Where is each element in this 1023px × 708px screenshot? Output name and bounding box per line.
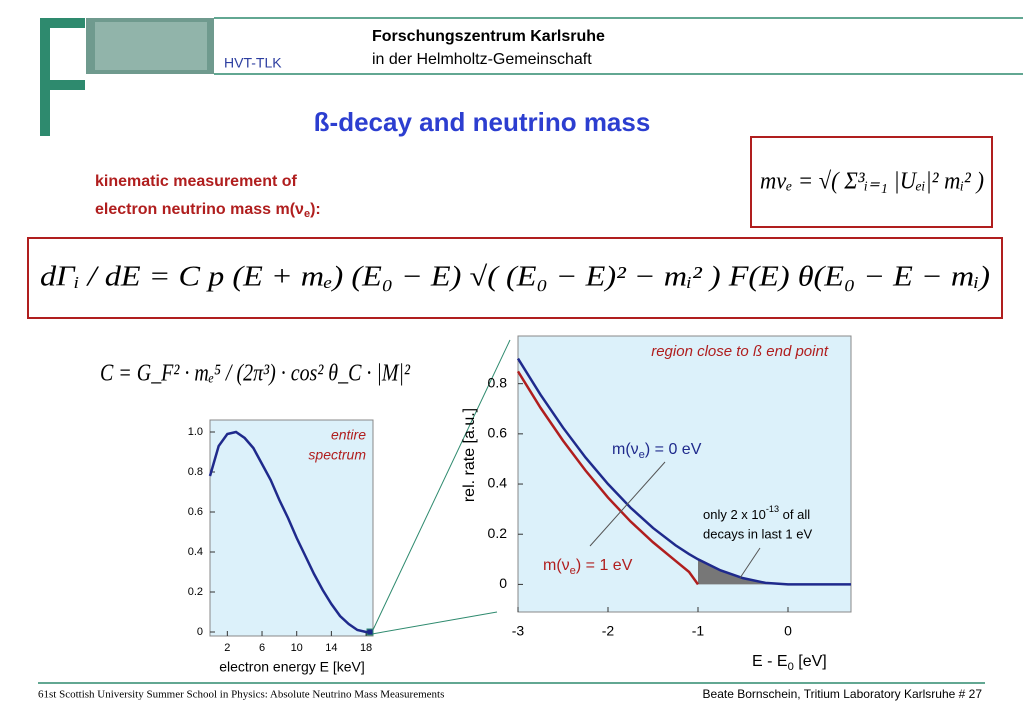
y-tick-label: 0.2	[188, 586, 203, 598]
intro: kinematic measurement of	[95, 173, 298, 190]
text-part: [eV]	[794, 653, 827, 670]
x-axis-label: E - E0 [eV]	[752, 653, 827, 673]
chart-title: region close to ß end point	[651, 343, 829, 360]
y-tick-label: 0	[499, 575, 507, 591]
x-tick-label: 18	[360, 642, 372, 654]
equation: mνₑ = √( Σ³ᵢ₌₁ |Uₑᵢ|² mᵢ² )	[760, 169, 984, 195]
y-tick-label: 1.0	[188, 426, 203, 438]
subscript: e	[570, 565, 576, 577]
data-line	[516, 370, 700, 586]
text-part: of all	[779, 507, 810, 522]
text-part: E - E	[752, 653, 788, 670]
text-part: ) = 1 eV	[576, 557, 633, 574]
y-tick-label: 0.4	[188, 546, 203, 558]
y-tick-label: 0.6	[188, 506, 203, 518]
x-tick-label: 6	[259, 642, 265, 654]
pointer	[589, 461, 666, 547]
y-tick-label: 0.4	[488, 475, 508, 491]
text-part: ) = 0 eV	[645, 441, 702, 458]
slide-title: ß-decay and neutrino mass	[314, 107, 651, 137]
subscript: e	[639, 449, 645, 461]
equation: dΓᵢ / dE = C p (E + mₑ) (E₀ − E) √( (E₀ …	[40, 261, 990, 292]
y-tick-label: 0.8	[488, 374, 508, 390]
y-tick-label: 0	[197, 626, 203, 638]
shaded-area	[698, 559, 851, 585]
y-tick-label: 0.8	[188, 466, 203, 478]
x-tick-label: -1	[692, 623, 705, 639]
footer-left: 61st Scottish University Summer School i…	[38, 689, 444, 701]
x-tick-label: 14	[325, 642, 337, 654]
org-sub: in der Helmholtz-Gemeinschaft	[372, 51, 592, 68]
chart-title: entire	[331, 427, 366, 443]
x-tick-label: 2	[224, 642, 230, 654]
org: Forschungszentrum Karlsruhe	[372, 28, 605, 45]
text-part: only 2 x 10	[703, 507, 766, 522]
logo	[40, 18, 214, 136]
y-tick-label: 0.2	[488, 525, 508, 541]
footer-right: Beate Bornschein, Tritium Laboratory Kar…	[703, 687, 983, 701]
subscript: 0	[788, 661, 794, 673]
unit: HVT-TLK	[224, 55, 282, 71]
x-tick-label: 10	[291, 642, 303, 654]
superscript: -13	[766, 504, 779, 514]
x-tick-label: 0	[784, 623, 792, 639]
legend-label: m(νe) = 1 eV	[543, 557, 633, 577]
text-part: m(ν	[612, 441, 639, 458]
pointer	[739, 547, 761, 579]
chart-title: spectrum	[308, 447, 366, 463]
plot-area	[517, 335, 852, 613]
data-line	[516, 357, 851, 586]
x-axis-label: electron energy E [keV]	[219, 659, 365, 675]
x-tick-label: -3	[512, 623, 525, 639]
annotation: only 2 x 10-13 of all	[703, 504, 810, 522]
intro: electron neutrino mass m(νe):	[95, 201, 321, 220]
annotation: decays in last 1 eV	[703, 526, 812, 541]
equation-box	[750, 136, 993, 228]
y-axis-label: rel. rate [a.u.]	[461, 408, 478, 502]
legend-label: m(νe) = 0 eV	[612, 441, 702, 461]
x-tick-label: -2	[602, 623, 615, 639]
equation: C = G_F² · mₑ⁵ / (2π³) · cos² θ_C · |M|²	[100, 361, 411, 387]
y-tick-label: 0.6	[488, 425, 508, 441]
data-line	[208, 430, 372, 634]
text-part: m(ν	[543, 557, 570, 574]
equation-box	[27, 237, 1003, 319]
